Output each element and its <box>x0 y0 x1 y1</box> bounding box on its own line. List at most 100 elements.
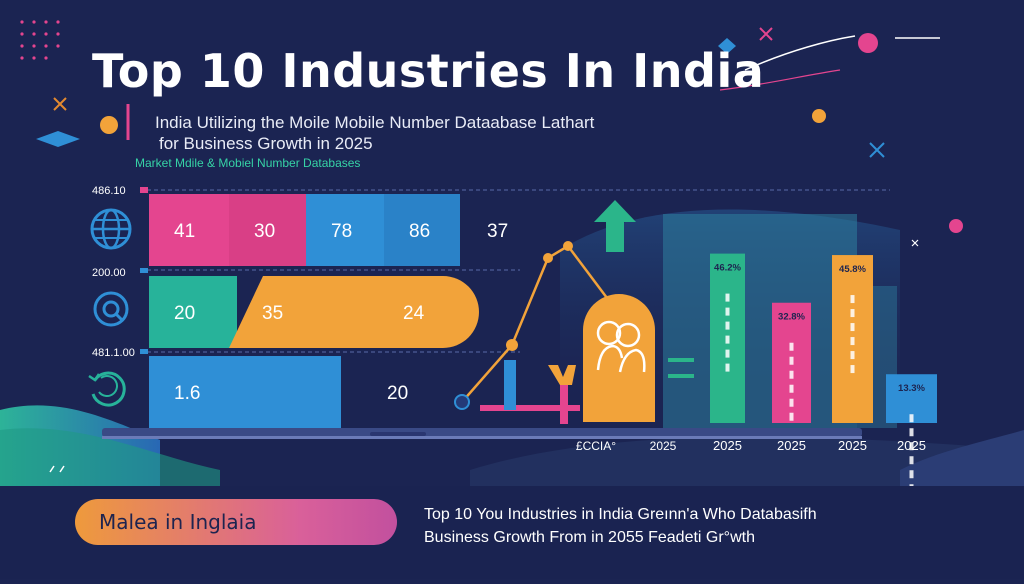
vbar-value-label: 13.3% <box>898 383 925 394</box>
panel-mark-2 <box>668 374 694 378</box>
dot-pink-1 <box>858 33 878 53</box>
subtitle-line-1: India Utilizing the Moile Mobile Number … <box>155 113 595 132</box>
dot-orange-1 <box>100 116 118 134</box>
x-tick-label-extra: 2025 <box>650 439 677 453</box>
footer-caption-line-1: Top 10 You Industries in India Greınn'a … <box>424 506 817 523</box>
bar-value-label: 24 <box>403 303 425 324</box>
vbar-glyph <box>909 470 914 479</box>
tick-marker-1 <box>140 187 148 193</box>
vbar-glyph <box>909 414 914 423</box>
bar-value-label: 1.6 <box>174 383 200 404</box>
x-tick-label-extra: £CCIA° <box>576 439 616 453</box>
vbar-glyph <box>725 321 730 330</box>
search-icon <box>93 291 129 327</box>
y-tick-label: 481.1.00 <box>92 347 135 359</box>
diamond-decor <box>718 38 736 54</box>
y-tick-label: 486.10 <box>92 185 126 197</box>
vbar-glyph <box>789 398 794 407</box>
y-tick-label: 200.00 <box>92 267 126 279</box>
dot-orange-2 <box>812 109 826 123</box>
subtitle-line-2: for Business Growth in 2025 <box>159 134 373 153</box>
chart-baseline-edge <box>102 436 862 439</box>
panel-mark-1 <box>668 358 694 362</box>
legend-bar-blue <box>504 360 516 410</box>
vbar-glyph <box>909 428 914 437</box>
bar-segment <box>149 356 341 428</box>
bar-value-label: 35 <box>262 303 283 324</box>
vbar-glyph <box>725 349 730 358</box>
bar-value-label: 30 <box>254 221 275 242</box>
bar-segment <box>306 194 384 266</box>
floor-shape <box>470 436 1024 490</box>
bar-value-label: 41 <box>174 221 195 242</box>
left-wave-2 <box>0 428 220 490</box>
tick-decor <box>49 465 65 473</box>
dot-grid <box>20 20 60 60</box>
vbar-value-label: 32.8% <box>778 312 805 323</box>
chart-baseline <box>102 428 862 437</box>
vbar-glyph <box>789 412 794 421</box>
vbar-glyph <box>850 337 855 346</box>
swirl-line-1 <box>744 35 856 71</box>
vbar-glyph <box>789 342 794 351</box>
vbar-glyph <box>789 370 794 379</box>
bar-segment <box>383 276 479 348</box>
vbar-value-label: 45.8% <box>839 264 866 275</box>
refresh-icon <box>88 371 126 407</box>
vbar-glyph <box>850 309 855 318</box>
trend-point-3 <box>543 253 553 263</box>
bar-segment <box>149 194 229 266</box>
hbar-frame <box>102 187 890 439</box>
vbar-glyph <box>725 307 730 316</box>
vbar-glyph <box>909 456 914 465</box>
x-tick-label: 2025 <box>777 438 806 453</box>
bar-value-label: 20 <box>174 303 195 324</box>
trend-point-4 <box>563 241 573 251</box>
swirl-line-2 <box>719 69 841 91</box>
bar-segment <box>229 194 306 266</box>
footer-pill-label: Malea in Inglaia <box>75 499 397 545</box>
trend-point-1 <box>454 394 470 410</box>
footer-caption-line-2: Business Growth From in 2055 Feadeti Gr°… <box>424 529 755 546</box>
vbar-glyph <box>850 351 855 360</box>
cross-decor-4 <box>911 239 919 247</box>
vbar-glyph <box>725 293 730 302</box>
bar-segment <box>229 276 383 348</box>
dot-pink-2 <box>949 219 963 233</box>
subtitle: India Utilizing the Moile Mobile Number … <box>155 112 675 154</box>
tick-marker-2 <box>140 268 148 273</box>
vbar-glyph <box>850 323 855 332</box>
backdrop-panel-1 <box>663 214 857 428</box>
page-title: Top 10 Industries In India <box>92 44 765 98</box>
bar-trailing-label: 37 <box>487 221 508 242</box>
legend-bar-pink-2 <box>560 380 568 424</box>
trend-line <box>454 241 623 424</box>
bar-value-label: 78 <box>331 221 352 242</box>
vbar-glyph <box>850 365 855 374</box>
horizontal-bar-chart: 486.10 200.00 481.1.00 41 30 78 86 37 20 35 24 1.6 2… <box>92 185 508 428</box>
vertical-bar-chart: 46.2% 2025 32.8% 2025 45.8% 2025 13.3% 2025 £CCI… <box>576 253 937 493</box>
arrow-up-icon <box>594 200 636 252</box>
bar-segment <box>384 194 460 266</box>
trend-point-2 <box>506 339 518 351</box>
people-icon <box>583 294 655 422</box>
star-decor <box>36 131 80 147</box>
vbar-value-label: 46.2% <box>714 263 741 274</box>
baseline-notch <box>370 432 426 436</box>
cross-decor-1 <box>53 97 67 111</box>
x-tick-label: 2025 <box>838 438 867 453</box>
footer-caption: Top 10 You Industries in India Greınn'a … <box>424 503 944 549</box>
vbar-glyph <box>725 335 730 344</box>
vbar-glyph <box>850 295 855 304</box>
bar-value-label: 86 <box>409 221 430 242</box>
bar-trailing-label: 20 <box>387 383 408 404</box>
vbar-glyph <box>909 442 914 451</box>
legend-bar-pink <box>480 405 580 411</box>
tick-marker-3 <box>140 349 148 354</box>
crown-icon <box>548 365 576 385</box>
vbar-glyph <box>725 363 730 372</box>
bar-segment <box>149 276 237 348</box>
cross-decor-3 <box>869 142 885 158</box>
